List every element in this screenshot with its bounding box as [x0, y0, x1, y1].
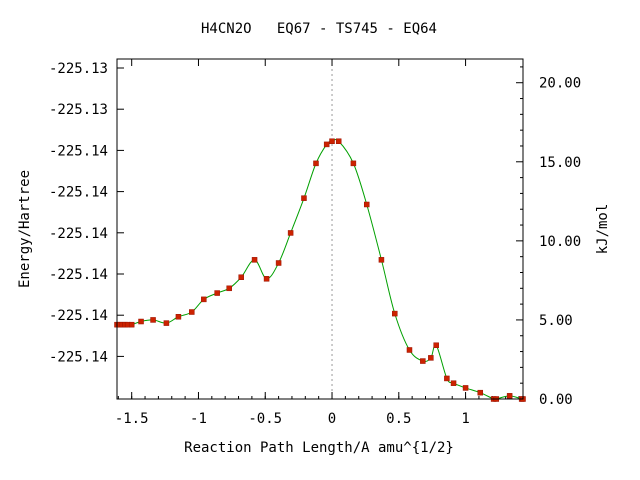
data-point: [462, 385, 469, 391]
data-point: [450, 380, 457, 386]
data-point: [313, 160, 319, 167]
x-tick-label: -0.5: [248, 411, 282, 427]
y-right-tick-label: 20.00: [539, 76, 581, 92]
y-right-tick-label: 0.00: [539, 392, 573, 408]
data-point: [138, 318, 144, 325]
y-right-tick-label: 5.00: [539, 313, 573, 329]
y-left-tick-label: -225.14: [49, 143, 108, 159]
data-point: [175, 314, 182, 320]
data-point: [335, 138, 342, 144]
data-point: [506, 393, 513, 399]
data-point: [329, 138, 335, 144]
y-left-tick-label: -225.13: [49, 61, 108, 77]
chart-title: H4CN2O EQ67 - TS745 - EQ64: [201, 21, 437, 37]
x-tick-label: 0: [328, 411, 336, 427]
x-tick-label: -1.5: [115, 411, 149, 427]
data-point: [392, 310, 398, 317]
y-left-tick-label: -225.14: [49, 185, 108, 201]
data-point: [263, 276, 270, 282]
data-point: [433, 342, 439, 348]
x-axis-label: Reaction Path Length/A amu^{1/2}: [184, 440, 454, 456]
y-left-tick-label: -225.14: [49, 349, 108, 365]
data-point: [189, 309, 195, 315]
data-point: [251, 257, 258, 263]
data-point: [201, 296, 207, 303]
y-left-tick-label: -225.14: [49, 267, 108, 283]
data-point: [226, 285, 232, 292]
energy-curve: [117, 138, 524, 401]
data-point: [406, 347, 413, 353]
data-point: [378, 257, 385, 263]
data-point: [150, 317, 156, 323]
y-right-tick-label: 15.00: [539, 155, 581, 171]
data-point: [275, 260, 282, 266]
data-point: [350, 160, 357, 167]
data-point: [323, 141, 330, 148]
x-tick-label: -1: [190, 411, 207, 427]
data-point: [363, 201, 370, 208]
data-point: [477, 389, 484, 396]
y-left-tick-label: -225.14: [49, 226, 108, 242]
data-point: [128, 321, 135, 328]
x-tick-label: 0.5: [386, 411, 411, 427]
plot-frame: [116, 58, 524, 400]
y-left-tick-label: -225.14: [49, 308, 108, 324]
data-point: [163, 320, 170, 326]
data-point: [214, 290, 220, 296]
x-tick-label: 1: [461, 411, 469, 427]
y-axis-label-right: kJ/mol: [595, 204, 611, 255]
y-left-tick-label: -225.13: [49, 102, 108, 118]
data-point: [238, 274, 244, 280]
y-right-tick-label: 10.00: [539, 234, 581, 250]
data-point: [420, 358, 426, 364]
y-axis-label-left: Energy/Hartree: [17, 170, 33, 288]
data-point: [444, 375, 450, 382]
data-point: [287, 230, 294, 236]
data-point: [301, 195, 307, 201]
data-point: [428, 355, 434, 361]
